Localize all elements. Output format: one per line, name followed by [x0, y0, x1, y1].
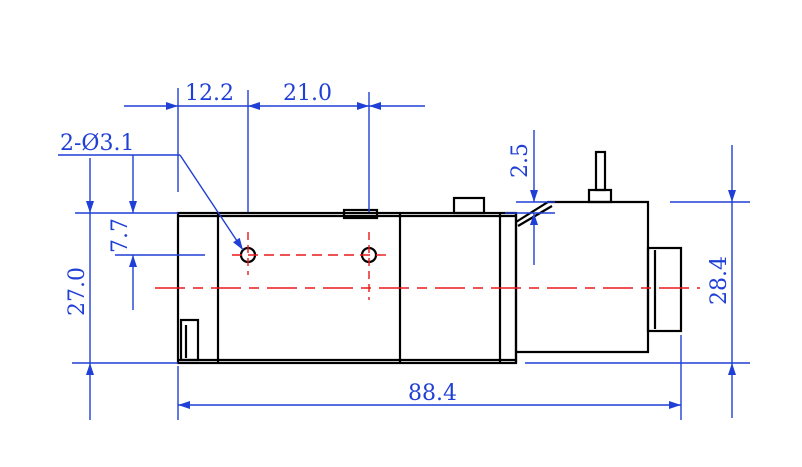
dimension-labels: 12.2 21.0 2-Ø3.1 2.5 7.7 27.0 28.4 88.4: [60, 81, 732, 406]
overall-height-label: 28.4: [707, 256, 732, 305]
motor-head: [514, 200, 650, 363]
body-height-label: 27.0: [65, 267, 90, 316]
end-connector: [646, 246, 683, 333]
clip: [179, 318, 200, 362]
top-offset-label: 2.5: [508, 143, 533, 178]
hole-note-label: 2-Ø3.1: [60, 131, 134, 156]
shaft-collar: [587, 188, 613, 204]
overall-length-label: 88.4: [408, 381, 457, 406]
part-outline: [176, 150, 683, 365]
center-lines: [155, 232, 700, 300]
hole-spacing-b-label: 21.0: [283, 81, 332, 106]
terminal-block: [452, 196, 486, 215]
top-nub: [342, 208, 379, 220]
dimensions: [58, 88, 750, 420]
hole-height-label: 7.7: [108, 218, 133, 253]
shaft: [594, 150, 607, 192]
hole-spacing-a-label: 12.2: [185, 81, 234, 106]
